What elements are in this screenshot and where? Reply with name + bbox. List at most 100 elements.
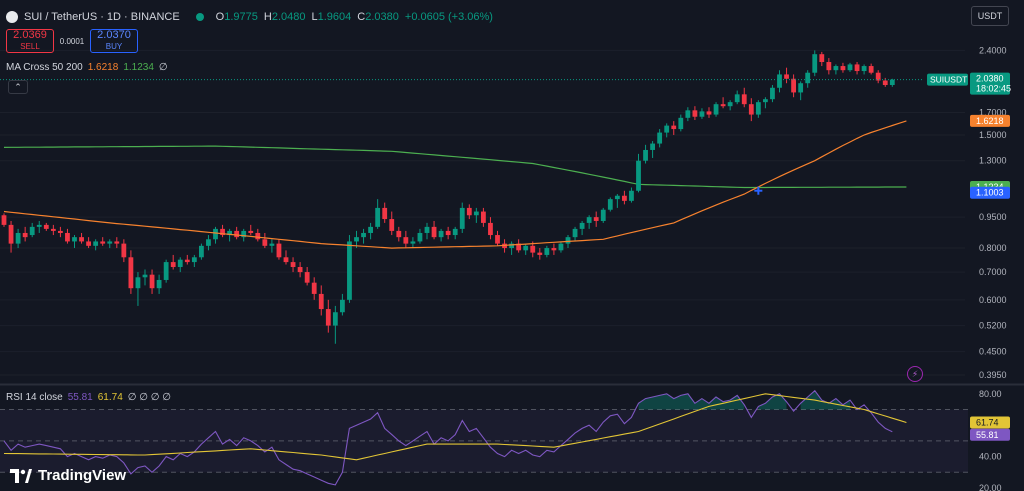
candle-body (234, 230, 240, 238)
market-status-icon[interactable] (195, 13, 204, 21)
candle-body (29, 226, 35, 236)
candle-body (347, 241, 352, 300)
candle-body (586, 217, 592, 223)
candle-body (466, 207, 472, 216)
candle-body (889, 79, 895, 86)
candle-body (72, 237, 77, 242)
high-value: 2.0480 (271, 11, 306, 23)
price-tick-label: 0.3950 (979, 370, 1007, 380)
alert-icon[interactable]: ⚡ (907, 366, 923, 382)
price-tick-label: 1.7000 (979, 107, 1007, 117)
candle-body (290, 262, 296, 268)
sell-price: 2.0369 (13, 29, 47, 41)
candle-body (220, 228, 225, 236)
symbol-title[interactable]: SUI / TetherUS · 1D · BINANCE (24, 11, 180, 23)
ma-cross-legend[interactable]: MA Cross 50 200 1.6218 1.1234 ∅ (6, 62, 168, 73)
ma200-value: 1.1234 (123, 62, 154, 73)
candle-body (692, 110, 698, 117)
buy-button[interactable]: 2.0370 BUY (90, 29, 138, 53)
candle-body (600, 209, 606, 221)
buy-price: 2.0370 (97, 29, 131, 41)
candle-body (135, 277, 141, 289)
candle-body (741, 94, 747, 105)
candle-body (593, 217, 599, 221)
candle-body (114, 241, 120, 244)
ma50-line (3, 120, 907, 249)
candle-body (93, 241, 99, 246)
candle-body (269, 243, 275, 246)
ohlc-values: O1.9775 H2.0480 L1.9604 C2.0380 +0.0605 … (216, 11, 493, 23)
buy-label: BUY (105, 42, 123, 51)
candle-body (868, 66, 874, 73)
candle-body (403, 237, 409, 244)
price-tick-label: 1.5000 (979, 130, 1007, 140)
candle-body (445, 230, 451, 236)
candle-body (607, 199, 613, 210)
candle-body (8, 224, 14, 244)
rsi-value: 55.81 (67, 392, 93, 403)
candle-body (58, 230, 63, 233)
collapse-legend-icon[interactable]: ⌃ (8, 80, 28, 94)
candle-body (163, 262, 169, 280)
candle-body (382, 207, 388, 220)
candle-body (459, 207, 465, 229)
candle-body (361, 232, 366, 238)
candle-body (248, 230, 254, 233)
candle-body (798, 83, 804, 93)
candle-body (643, 149, 648, 161)
candle-body (410, 241, 416, 244)
candle-body (65, 232, 70, 242)
candle-body (431, 226, 437, 238)
candle-body (170, 262, 176, 268)
candle-body (840, 66, 846, 71)
candle-body (389, 219, 395, 231)
change-value: +0.0605 (+3.06%) (404, 11, 493, 23)
cross-price-label: 1.1003 (976, 188, 1004, 198)
candle-body (544, 248, 550, 255)
rsi-ma-line (3, 393, 907, 461)
candle-body (664, 125, 670, 133)
candle-body (748, 104, 754, 115)
candle-body (276, 243, 282, 258)
price-tick-label: 0.6000 (979, 295, 1007, 305)
candle-body (516, 243, 522, 251)
tradingview-logo-icon (10, 468, 32, 483)
currency-button[interactable]: USDT (971, 6, 1009, 26)
sell-button[interactable]: 2.0369 SELL (6, 29, 54, 53)
candle-body (241, 230, 247, 238)
last-price-label: 18:02:45 (976, 84, 1011, 94)
candle-body (812, 54, 818, 73)
candle-body (791, 78, 796, 93)
candle-body (100, 241, 106, 244)
ma50-price-label: 1.6218 (976, 116, 1004, 126)
candle-body (438, 230, 444, 238)
price-tick-label: 0.9500 (979, 212, 1007, 222)
candle-body (121, 243, 127, 258)
candle-body (15, 232, 21, 244)
rsi-legend[interactable]: RSI 14 close 55.81 61.74 ∅ ∅ ∅ ∅ (6, 392, 171, 403)
candle-body (678, 117, 684, 130)
rsi-scale-label-bg (970, 428, 1010, 441)
open-value: 1.9775 (224, 11, 258, 23)
candle-body (854, 64, 860, 72)
candle-body (318, 293, 324, 310)
trade-panel: 2.0369 SELL 0.0001 2.0370 BUY (6, 29, 138, 53)
candle-body (354, 237, 359, 242)
spread-value: 0.0001 (59, 36, 85, 46)
candle-body (614, 195, 620, 200)
last-price-symbol-bg (927, 73, 968, 86)
candle-body (297, 267, 303, 273)
high-label: H (263, 11, 272, 23)
rsi-ma-scale-label: 61.74 (976, 418, 999, 428)
candle-body (142, 274, 148, 278)
price-tick-label: 1.3000 (979, 156, 1007, 166)
rsi-overbought-fill (638, 393, 745, 410)
rsi-band-fill (0, 409, 968, 473)
candle-body (128, 257, 134, 289)
tradingview-logo[interactable]: TradingView (10, 467, 126, 484)
rsi-extra: ∅ ∅ ∅ ∅ (127, 392, 171, 403)
candle-body (473, 211, 479, 216)
candle-body (206, 239, 211, 246)
candle-body (826, 62, 832, 71)
